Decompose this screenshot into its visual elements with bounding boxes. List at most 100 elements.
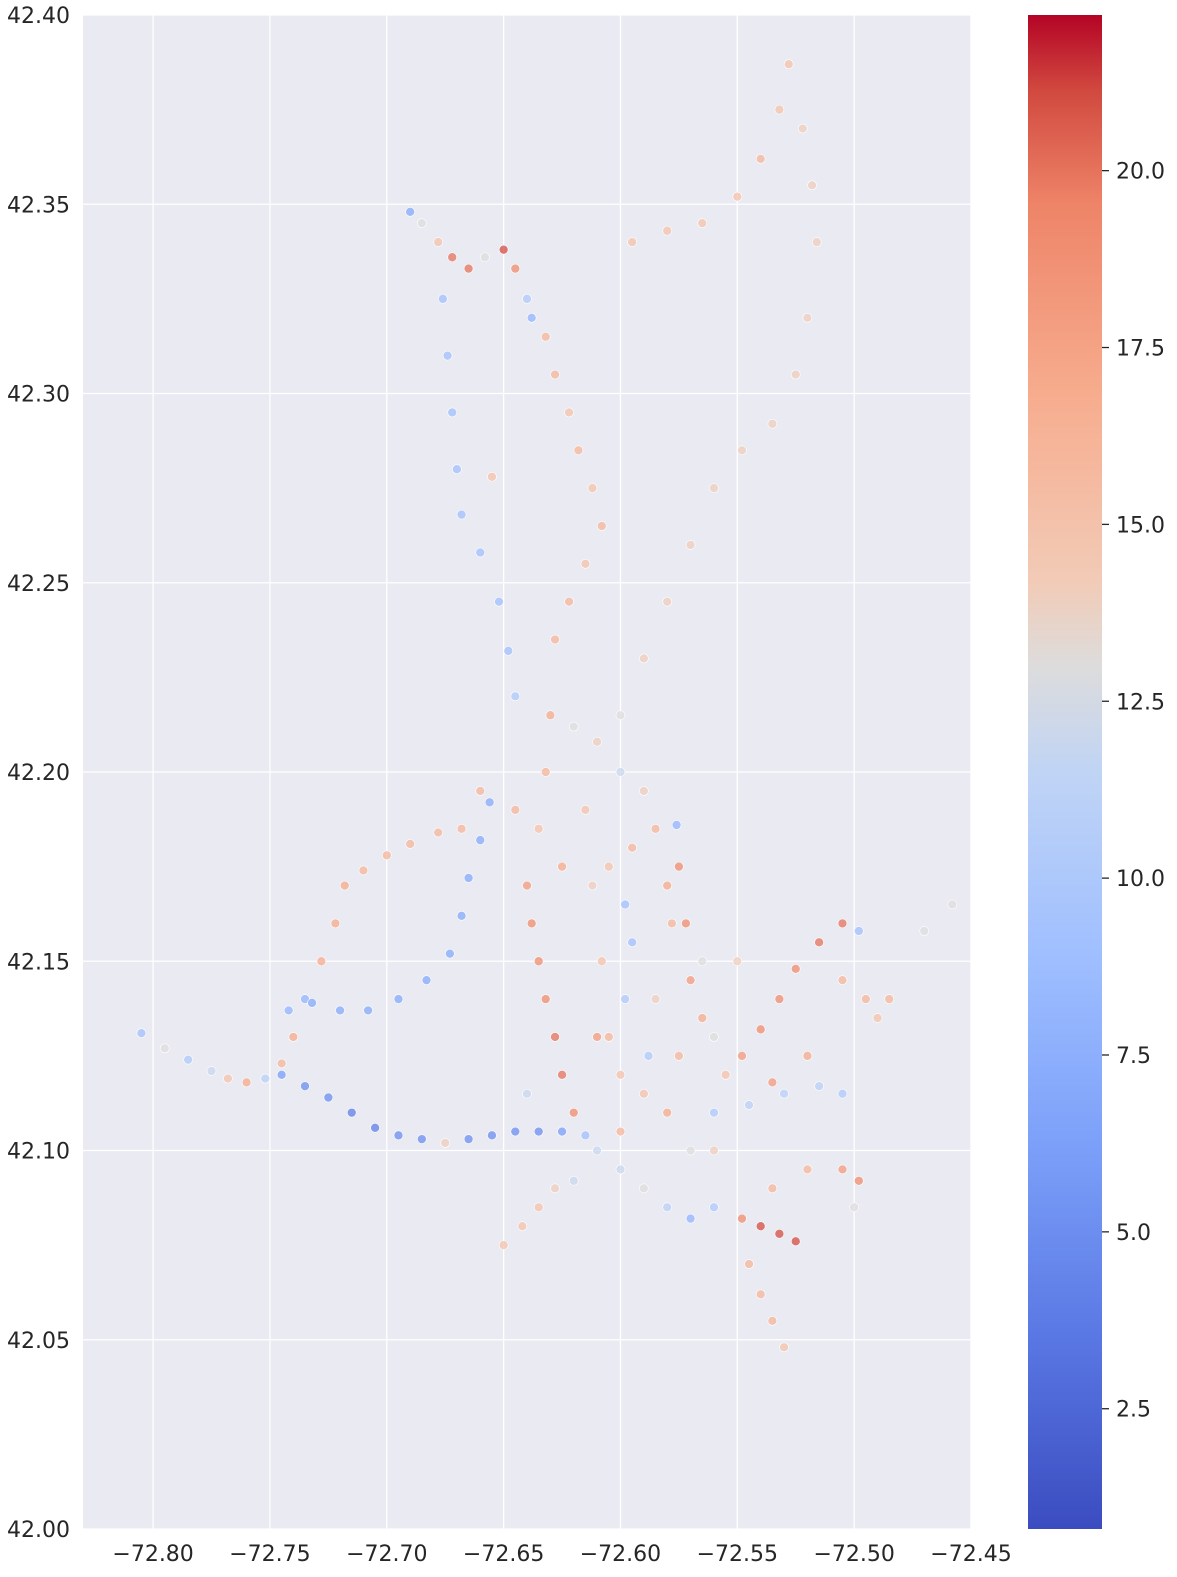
scatter-point xyxy=(697,956,708,967)
scatter-point xyxy=(685,540,696,550)
y-tick-label: 42.25 xyxy=(7,572,70,597)
scatter-point xyxy=(456,509,467,520)
scatter-point xyxy=(557,1126,567,1137)
scatter-point xyxy=(662,596,673,607)
scatter-point xyxy=(737,445,747,456)
scatter-point xyxy=(643,1051,654,1061)
scatter-point xyxy=(335,1005,345,1016)
scatter-point xyxy=(456,823,467,834)
scatter-point xyxy=(475,786,486,796)
scatter-point xyxy=(487,1130,497,1141)
scatter-point xyxy=(480,252,490,263)
scatter-point xyxy=(755,1289,766,1300)
scatter-point xyxy=(709,1107,719,1118)
x-tick-label: −72.45 xyxy=(930,1542,1011,1567)
scatter-point xyxy=(241,1077,252,1088)
scatter-point xyxy=(300,1081,310,1091)
scatter-point xyxy=(276,1070,287,1080)
scatter-point xyxy=(223,1073,233,1084)
scatter-point xyxy=(580,805,591,815)
scatter-point xyxy=(919,926,930,936)
scatter-point xyxy=(573,445,584,456)
scatter-point xyxy=(540,994,551,1004)
scatter-point xyxy=(697,218,708,228)
scatter-point xyxy=(522,294,532,304)
scatter-point xyxy=(709,483,719,493)
scatter-point xyxy=(276,1058,287,1069)
scatter-point xyxy=(456,911,467,921)
x-tick-label: −72.60 xyxy=(580,1542,661,1567)
scatter-point xyxy=(381,850,392,861)
scatter-point xyxy=(540,331,551,342)
colorbar-tick-label: 17.5 xyxy=(1116,337,1165,362)
scatter-point xyxy=(671,820,682,830)
colorbar-tick-label: 15.0 xyxy=(1116,513,1165,538)
scatter-point xyxy=(662,1202,673,1213)
scatter-point xyxy=(564,596,574,607)
scatter-point xyxy=(620,994,630,1004)
scatter-point xyxy=(603,1032,614,1042)
scatter-point xyxy=(627,237,637,247)
scatter-point xyxy=(526,312,537,323)
colorbar-tick-label: 12.5 xyxy=(1116,690,1165,715)
scatter-point xyxy=(779,1342,789,1353)
scatter-point xyxy=(744,1259,754,1269)
scatter-point xyxy=(136,1028,147,1038)
scatter-point xyxy=(260,1073,271,1084)
scatter-point xyxy=(592,736,602,747)
scatter-point xyxy=(596,521,607,531)
scatter-point xyxy=(510,263,521,274)
scatter-point xyxy=(587,483,598,493)
colorbar-tick-label: 2.5 xyxy=(1116,1398,1151,1423)
y-tick-label: 42.05 xyxy=(7,1329,70,1354)
scatter-point xyxy=(557,1070,567,1080)
x-tick-label: −72.70 xyxy=(346,1542,427,1567)
scatter-point xyxy=(370,1122,380,1133)
scatter-point xyxy=(533,1202,544,1213)
scatter-point xyxy=(667,918,677,929)
scatter-point xyxy=(802,1051,813,1061)
scatter-point xyxy=(709,1202,719,1213)
y-tick-label: 42.20 xyxy=(7,761,70,786)
scatter-point xyxy=(568,1175,579,1186)
scatter-point xyxy=(662,225,673,236)
scatter-point xyxy=(510,1126,521,1137)
scatter-point xyxy=(774,104,785,115)
scatter-point xyxy=(307,998,317,1008)
scatter-point xyxy=(463,873,474,883)
scatter-point xyxy=(797,123,808,134)
scatter-point xyxy=(440,1138,451,1148)
scatter-point xyxy=(393,1130,404,1141)
scatter-point xyxy=(592,1145,602,1156)
scatter-point xyxy=(592,1032,602,1042)
scatter-point xyxy=(674,1051,684,1061)
colorbar-tick-label: 5.0 xyxy=(1116,1221,1151,1246)
colorbar-tick-label: 7.5 xyxy=(1116,1044,1151,1069)
scatter-point xyxy=(475,547,486,558)
scatter-point xyxy=(854,926,864,936)
scatter-point xyxy=(774,1228,785,1239)
scatter-point xyxy=(550,1183,560,1194)
scatter-point xyxy=(615,710,626,721)
scatter-point xyxy=(545,710,556,721)
scatter-point xyxy=(568,721,579,732)
scatter-point xyxy=(709,1032,719,1042)
scatter-point xyxy=(650,823,661,834)
scatter-point xyxy=(837,1088,848,1099)
x-tick-label: −72.75 xyxy=(229,1542,310,1567)
scatter-point xyxy=(720,1070,731,1080)
scatter-point xyxy=(767,1183,778,1194)
scatter-point xyxy=(438,294,448,304)
y-tick-label: 42.15 xyxy=(7,950,70,975)
scatter-point xyxy=(580,559,591,569)
scatter-point xyxy=(697,1013,708,1023)
scatter-point xyxy=(639,1183,649,1194)
scatter-point xyxy=(807,180,817,191)
scatter-point xyxy=(447,407,458,418)
scatter-point xyxy=(550,634,560,645)
scatter-point xyxy=(790,1236,801,1247)
scatter-point xyxy=(615,767,626,777)
scatter-point xyxy=(802,1164,813,1175)
scatter-point xyxy=(674,861,684,872)
scatter-point xyxy=(802,312,813,323)
